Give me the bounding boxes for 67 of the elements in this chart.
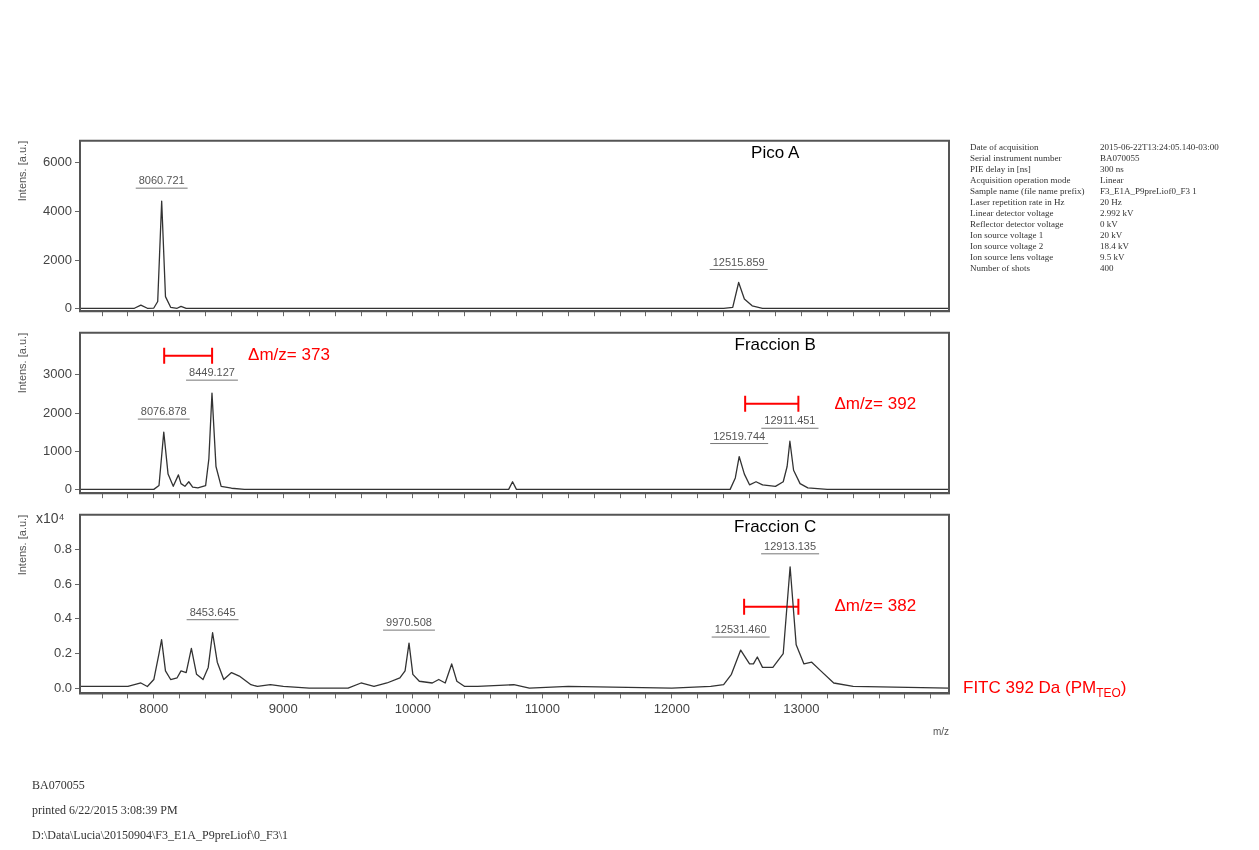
chart-title: Fraccion B [734,334,816,354]
x-tick-label: 12000 [653,700,690,716]
annotation: 9970.508 [386,616,432,629]
text: Laser repetition rate in Hz [970,197,1066,207]
text: 18.4 kV [1100,241,1130,251]
text: Ion source lens voltage [970,252,1055,262]
text: 400 [1100,263,1115,273]
y-axis-title: Intens. [a.u.] [15,514,28,576]
text: PIE delay in [ns] [970,164,1032,174]
annotation: 8453.645 [189,605,236,618]
chart-title: Fraccion C [734,516,817,536]
text: Acquisition operation mode [970,175,1072,185]
text: Ion source voltage 1 [970,230,1045,240]
annotation: 8449.127 [189,366,235,379]
text: x10⁴ [36,509,65,526]
annotation: 12531.460 [714,623,767,636]
text: Date of acquisition [970,142,1040,152]
x-tick-label: 13000 [783,700,820,716]
y-axis-title: Intens. [a.u.] [15,140,28,202]
annotation: 12911.451 [764,414,816,427]
text: 2015-06-22T13:24:05.140-03:00 [1100,142,1220,152]
y-tick-label: 0.8 [53,541,72,557]
x-tick-label: 9000 [268,700,298,716]
annotation: 8076.878 [140,405,187,418]
y-tick-label: 2000 [43,404,72,420]
x-tick-label: 10000 [394,700,431,716]
text: Number of shots [970,263,1031,273]
text: 9.5 kV [1100,252,1126,262]
text: 300 ns [1100,164,1125,174]
annotation: 12519.744 [713,429,766,442]
text: printed 6/22/2015 3:08:39 PM [32,803,179,818]
chart-title: Pico A [751,142,800,162]
y-tick-label: 0.0 [53,679,72,695]
text: BA070055 [1100,153,1141,163]
y-axis-title: Intens. [a.u.] [15,332,28,394]
text: Sample name (file name prefix) [970,186,1086,196]
y-tick-label: 0.4 [53,610,72,626]
y-tick-label: 0.6 [53,575,72,591]
text: BA070055 [32,778,86,793]
text: Linear detector voltage [970,208,1055,218]
y-tick-label: 6000 [43,154,72,170]
x-tick-label: 8000 [139,700,169,716]
text: Ion source voltage 2 [970,241,1045,251]
text: Reflector detector voltage [970,219,1065,229]
y-tick-label: 0 [64,480,72,496]
x-axis-title: m/z [932,725,949,737]
text: D:\Data\Lucia\20150904\F3_E1A_P9preLiof\0_F3\1 [32,828,289,843]
text: Serial instrument number [970,153,1063,163]
annotation: 12913.135 [764,539,817,552]
y-tick-label: 4000 [43,202,72,218]
legend-label: Δm/z= 392 [834,393,917,413]
text: 20 kV [1100,230,1124,240]
y-tick-label: 1000 [43,442,72,458]
text: 20 Hz [1100,197,1123,207]
text: 2.992 kV [1100,208,1135,218]
x-tick-label: 11000 [524,700,560,716]
y-tick-label: 0 [64,300,72,316]
text: F3_E1A_P9preLiof0_F3 1 [1100,186,1198,196]
y-tick-label: 2000 [43,251,72,267]
legend-label: Δm/z= 382 [834,596,917,616]
annotation: 12515.859 [712,255,765,268]
text: Linear [1100,175,1125,185]
y-tick-label: 3000 [43,366,72,382]
annotation: 8060.721 [138,174,185,187]
y-tick-label: 0.2 [53,645,72,661]
text: 0 kV [1100,219,1119,229]
legend-label: Δm/z= 373 [248,345,330,365]
